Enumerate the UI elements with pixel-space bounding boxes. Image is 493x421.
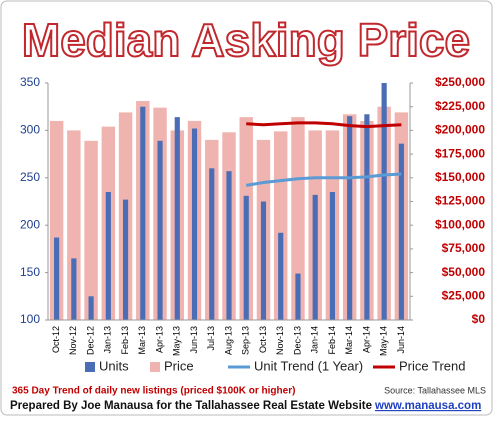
y2-tick-label: $100,000	[435, 217, 485, 231]
y2-tick-label: $50,000	[442, 265, 486, 279]
legend-swatch	[85, 362, 95, 372]
x-tick-label: Jul-13	[206, 326, 216, 351]
bar	[105, 192, 111, 320]
bar	[49, 120, 64, 320]
bar	[295, 273, 301, 320]
x-tick-label: Aug-13	[223, 326, 233, 355]
x-tick-label: Nov-12	[68, 326, 78, 355]
y2-tick-label: $0	[472, 312, 486, 326]
bar	[273, 131, 288, 320]
y2-tick-label: $225,000	[435, 99, 485, 113]
x-tick-label: May-13	[172, 326, 182, 356]
x-tick-label: Oct-12	[51, 326, 61, 353]
y2-tick-label: $250,000	[435, 75, 485, 89]
legend-swatch	[150, 362, 160, 372]
x-tick-label: Jan-13	[103, 326, 113, 354]
bar	[88, 296, 94, 320]
trend-line	[245, 172, 402, 187]
bar	[140, 106, 146, 320]
x-tick-label: May-14	[379, 326, 389, 356]
bar	[260, 201, 267, 320]
y-tick-label: 300	[20, 123, 40, 137]
credit: Prepared By Joe Manausa for the Tallahas…	[10, 400, 372, 412]
bar	[191, 128, 198, 320]
y2-tick-label: $150,000	[435, 170, 485, 184]
bar	[226, 171, 232, 320]
legend-label: Price Trend	[399, 358, 465, 373]
y-tick-label: 200	[20, 217, 40, 231]
y-tick-label: 350	[20, 75, 40, 89]
bar	[84, 140, 98, 320]
chart-title: Median Asking Price	[22, 14, 470, 66]
bar	[174, 117, 180, 321]
bar	[243, 195, 249, 320]
bar	[209, 168, 215, 320]
legend-label: Unit Trend (1 Year)	[254, 358, 363, 373]
x-tick-label: Nov-13	[275, 326, 285, 355]
y2-tick-label: $75,000	[442, 241, 486, 255]
bar	[71, 258, 77, 320]
y-tick-label: 100	[20, 312, 40, 326]
bar	[398, 143, 404, 320]
trend-line	[246, 121, 402, 129]
website: www.manausa.com	[374, 400, 481, 412]
bar	[312, 194, 318, 320]
x-tick-label: Feb-13	[120, 326, 130, 355]
x-tick-label: Mar-14	[344, 326, 354, 355]
bar	[67, 130, 81, 320]
y2-tick-label: $175,000	[435, 146, 485, 160]
y2-tick-label: $25,000	[442, 288, 486, 302]
bar	[329, 192, 336, 320]
x-tick-label: Sep-13	[241, 326, 251, 355]
bar	[54, 237, 60, 320]
legend-label: Units	[99, 358, 129, 373]
x-tick-label: Feb-14	[327, 326, 337, 355]
x-tick-label: Mar-13	[137, 326, 147, 355]
bar	[381, 83, 387, 320]
y-tick-label: 250	[20, 170, 40, 184]
y2-tick-label: $200,000	[435, 123, 485, 137]
y-tick-label: 150	[20, 265, 40, 279]
bar	[122, 199, 129, 320]
bar	[291, 117, 305, 321]
note: 365 Day Trend of daily new listings (pri…	[12, 386, 295, 397]
bar	[157, 140, 163, 320]
x-tick-label: Jun-13	[189, 326, 199, 354]
y2-tick-label: $125,000	[435, 194, 485, 208]
x-tick-label: Oct-13	[258, 326, 268, 353]
x-tick-label: Apr-14	[361, 326, 371, 353]
bar	[347, 116, 353, 321]
x-tick-label: Apr-13	[154, 326, 164, 353]
legend-label: Price	[164, 358, 194, 373]
x-tick-label: Dec-13	[292, 326, 302, 355]
x-tick-label: Dec-12	[85, 326, 95, 355]
bar	[364, 114, 370, 320]
x-tick-label: Jan-14	[310, 326, 320, 354]
bar	[278, 232, 284, 320]
source: Source: Tallahassee MLS	[384, 385, 486, 395]
x-tick-label: Jun-14	[396, 326, 406, 354]
